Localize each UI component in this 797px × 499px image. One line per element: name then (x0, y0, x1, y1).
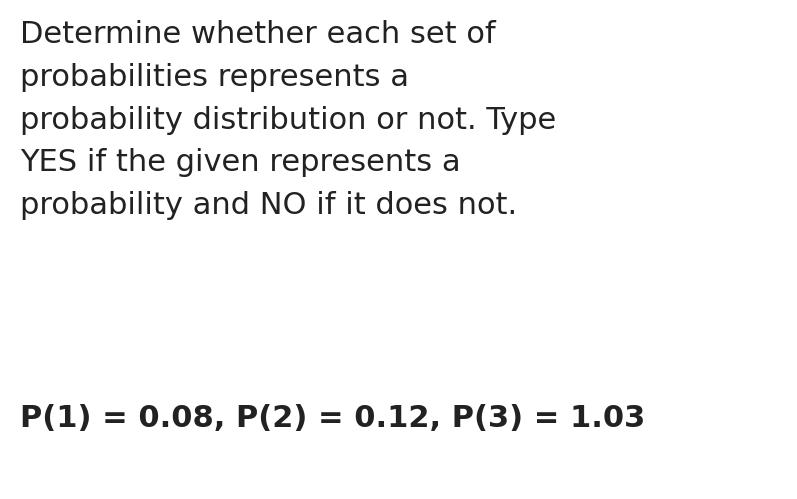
Text: Determine whether each set of
probabilities represents a
probability distributio: Determine whether each set of probabilit… (20, 20, 556, 220)
Text: P(1) = 0.08, P(2) = 0.12, P(3) = 1.03: P(1) = 0.08, P(2) = 0.12, P(3) = 1.03 (20, 404, 646, 433)
